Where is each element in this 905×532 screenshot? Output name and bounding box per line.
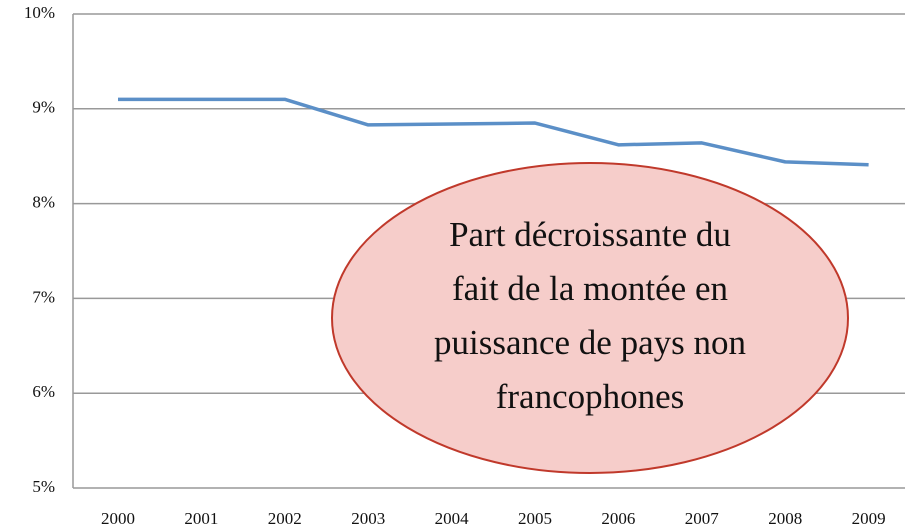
x-tick-label: 2007 [685,509,720,528]
x-tick-label: 2003 [351,509,385,528]
y-tick-label: 7% [32,287,55,306]
x-tick-label: 2000 [101,509,135,528]
x-tick-label: 2002 [268,509,302,528]
x-tick-label: 2009 [852,509,886,528]
y-tick-label: 10% [24,3,55,22]
x-tick-label: 2001 [184,509,218,528]
y-tick-label: 9% [32,98,55,117]
x-tick-label: 2008 [768,509,802,528]
series-line [118,97,869,167]
annotation-text: fait de la montée en [452,269,728,308]
annotation-text: Part décroissante du [449,215,731,254]
annotation-ellipse [331,162,849,474]
y-tick-label: 5% [32,477,55,496]
annotation-text: puissance de pays non [434,323,746,362]
annotation-text: francophones [496,377,685,416]
x-tick-label: 2005 [518,509,552,528]
x-tick-label: 2006 [601,509,635,528]
y-tick-label: 6% [32,382,55,401]
y-tick-label: 8% [32,193,55,212]
x-tick-label: 2004 [435,509,470,528]
